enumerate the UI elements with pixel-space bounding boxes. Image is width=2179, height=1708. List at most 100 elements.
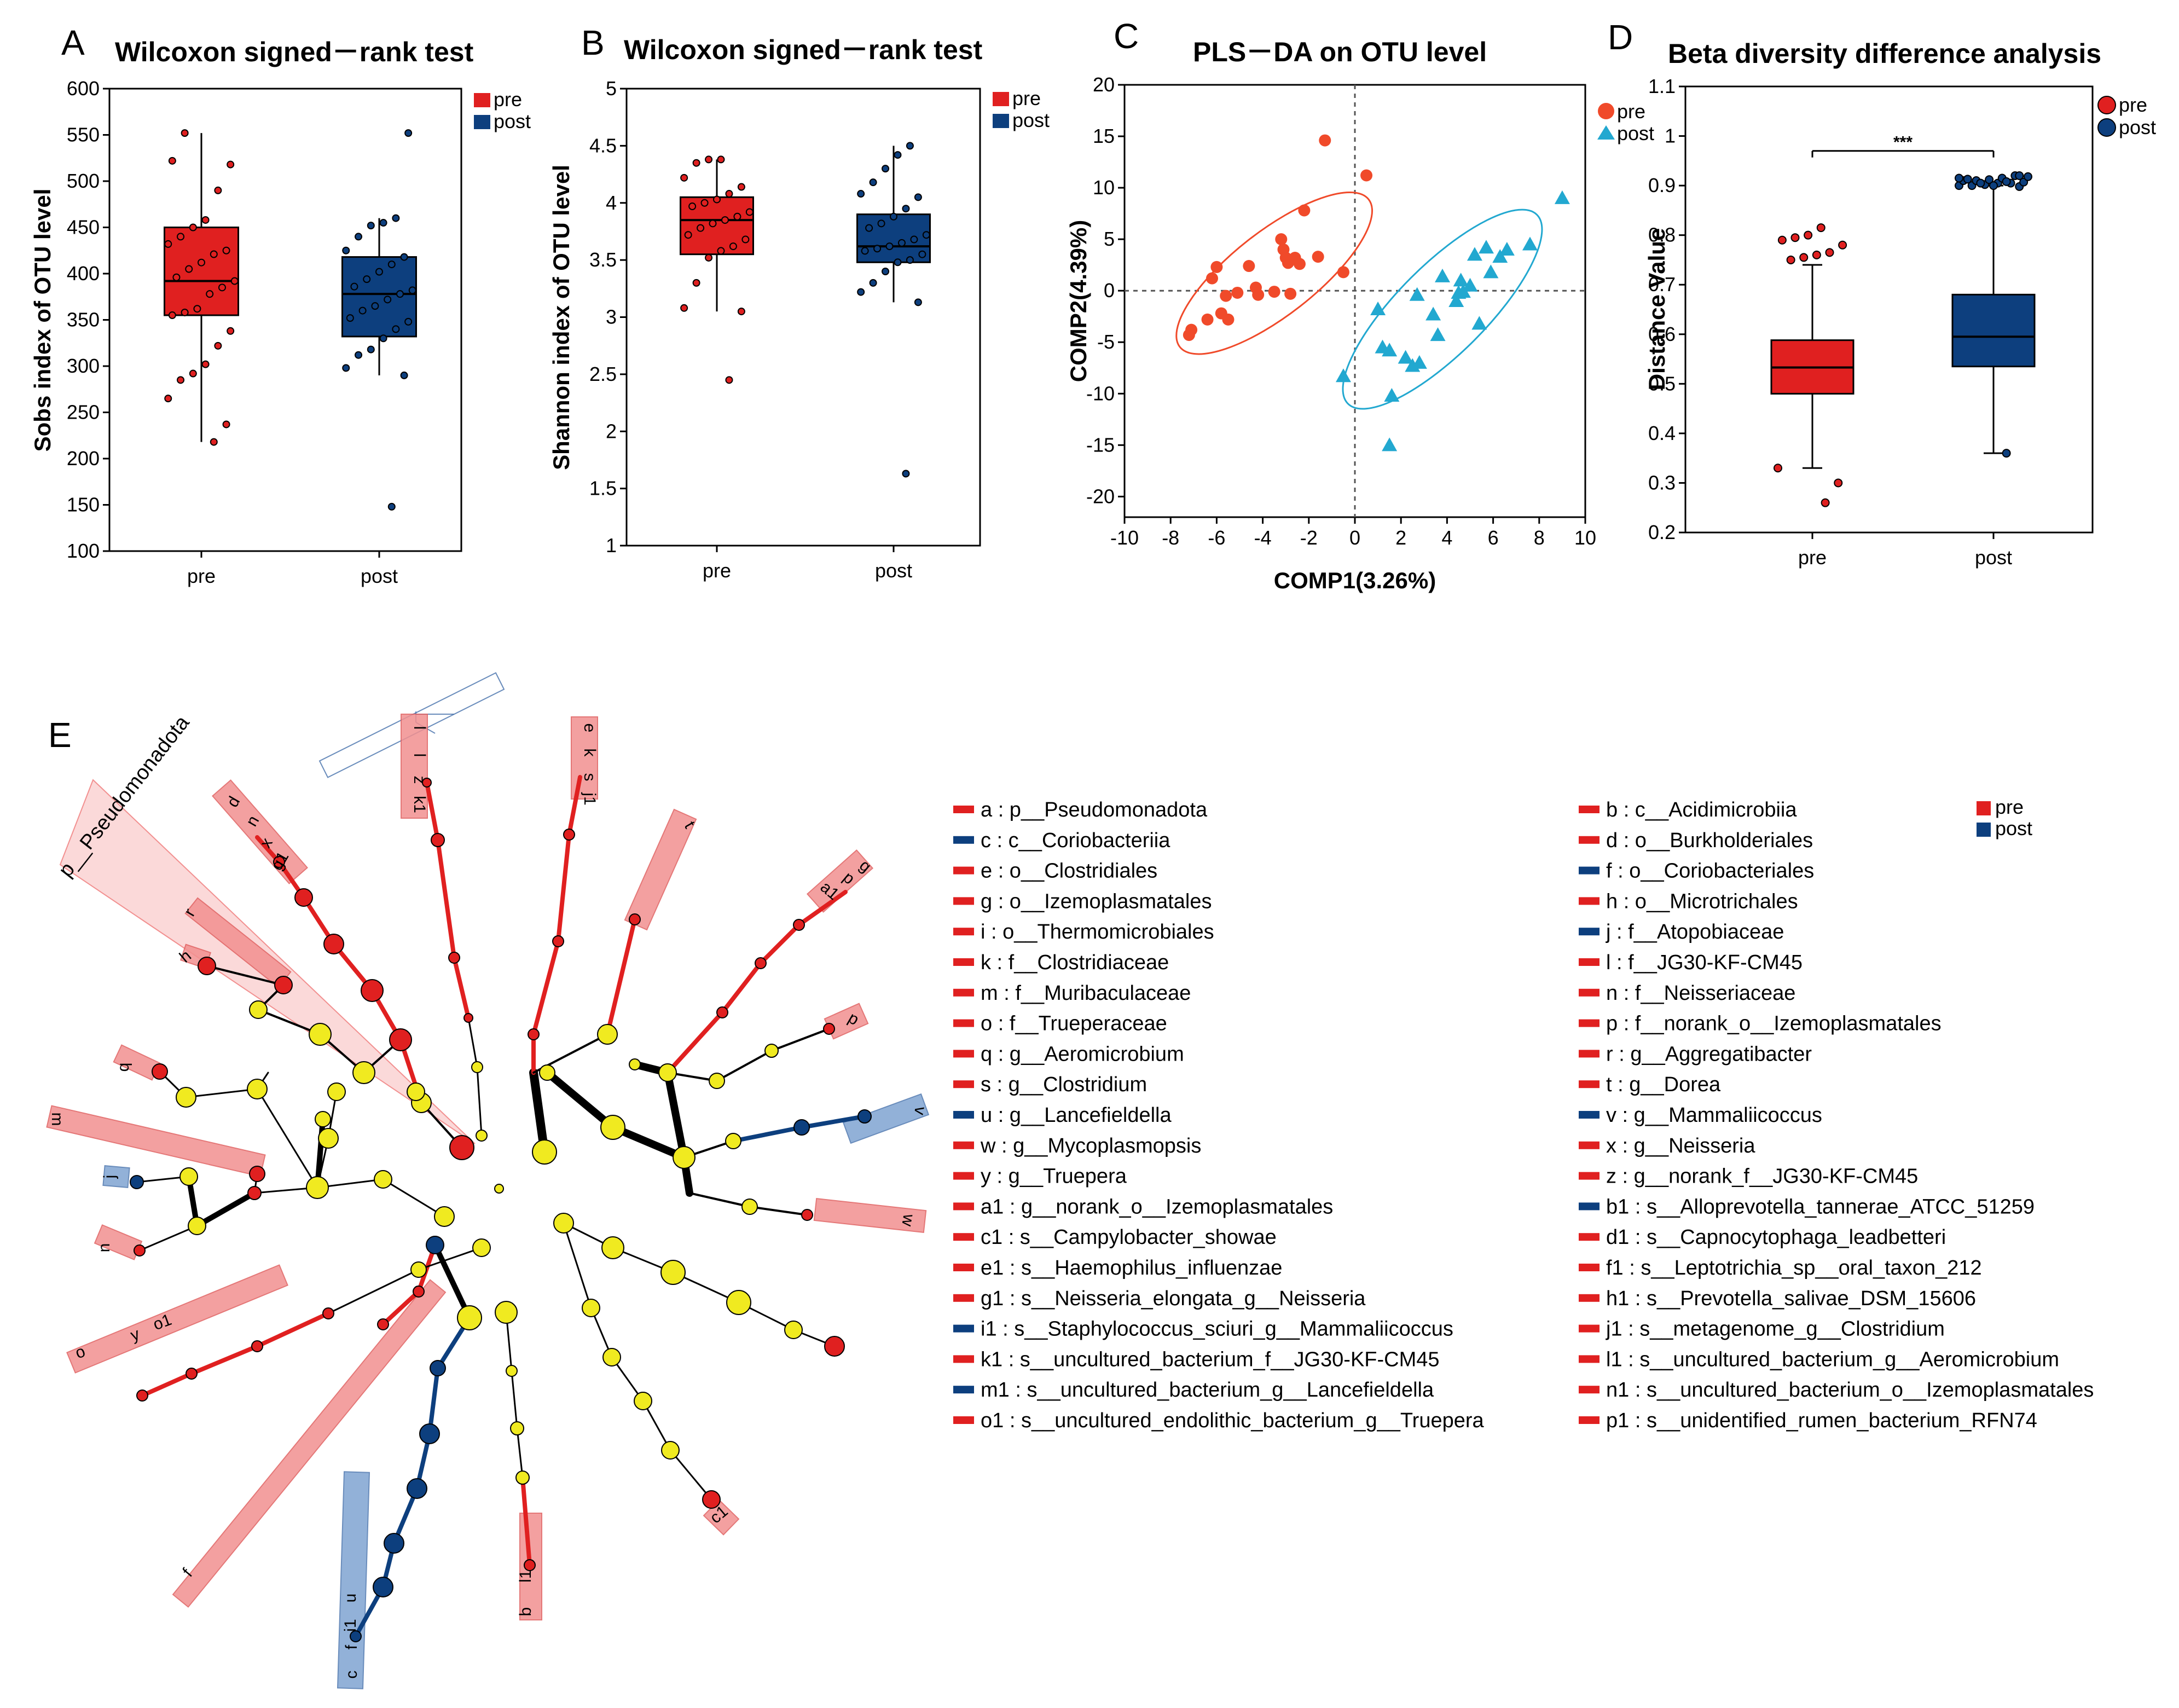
data-point — [1804, 230, 1813, 240]
taxon-node — [661, 1441, 680, 1460]
clade-letter: l — [410, 726, 428, 730]
y-tick-label: 3 — [606, 306, 617, 328]
taxon-node — [407, 1082, 425, 1101]
taxon-node — [476, 1130, 488, 1142]
data-point — [737, 183, 745, 191]
scatter-point-pre — [1275, 233, 1288, 246]
scatter-point-post — [1483, 264, 1499, 279]
legend-e-entry-g1: g1 : s__Neisseria_elongata_g__Neisseria — [981, 1287, 1366, 1310]
x-tick-label: post — [1975, 546, 2012, 569]
y-tick-label: 0.4 — [1648, 422, 1676, 444]
data-point — [1777, 235, 1787, 245]
taxon-node — [741, 1199, 758, 1215]
legend-e-entry-w: w : g__Mycoplasmopsis — [980, 1134, 1201, 1157]
y-tick-label: 10 — [1093, 176, 1115, 199]
x-tick-label: -2 — [1300, 526, 1318, 549]
x-tick-label: 10 — [1574, 526, 1596, 549]
y-tick-label: 150 — [67, 494, 100, 516]
taxon-node — [352, 1061, 375, 1084]
legend-e-swatch-o — [953, 1019, 974, 1027]
clade-branch — [520, 1475, 532, 1567]
taxon-node — [361, 979, 384, 1002]
data-point — [918, 250, 926, 258]
y-tick-label: 0.8 — [1648, 224, 1676, 246]
legend-e-entry-c: c : c__Coriobacteriia — [981, 829, 1170, 852]
legend-e-entry-o: o : f__Trueperaceae — [981, 1012, 1167, 1035]
data-point — [375, 268, 383, 276]
data-point — [168, 311, 176, 320]
data-point — [869, 178, 877, 187]
legend-marker-pre — [2097, 96, 2116, 114]
legend-e-swatch-s — [953, 1080, 974, 1089]
taxon-node — [448, 952, 460, 964]
data-point — [172, 273, 181, 281]
data-point — [857, 190, 865, 198]
scatter-point-pre — [1319, 134, 1331, 147]
data-point — [355, 233, 363, 241]
data-point — [193, 305, 201, 313]
data-point — [890, 212, 897, 221]
data-point — [1799, 253, 1809, 262]
panel-d-boxplot: Distance Value pre post 0.2 0.3 0.4 0.5 0.6 0… — [1644, 75, 2156, 569]
taxon-node — [389, 1028, 412, 1051]
legend-e-entry-l1: l1 : s__uncultured_bacterium_g__Aeromicr… — [1606, 1348, 2059, 1371]
clade-branch — [609, 1124, 688, 1161]
clade-branch — [206, 965, 285, 986]
clade-branch — [563, 1222, 592, 1309]
scatter-point-pre — [1210, 260, 1223, 273]
legend-e-swatch-l1 — [1579, 1355, 1600, 1363]
taxon-node — [725, 1133, 741, 1149]
taxon-node — [801, 1209, 813, 1221]
legend-marker-post — [2097, 118, 2116, 137]
panel-b-boxplot: Shannon index of OTU level pre post 1 1.5… — [548, 77, 1050, 582]
taxon-node — [322, 1307, 334, 1319]
y-tick-label: 1.5 — [589, 477, 617, 500]
data-point — [873, 245, 882, 253]
legend-e-swatch-q — [953, 1050, 974, 1058]
y-tick-label: 3.5 — [589, 248, 617, 271]
taxon-node — [249, 1000, 268, 1019]
clade-branch — [797, 890, 848, 927]
taxon-node — [350, 1630, 362, 1642]
legend-e-entry-j1: j1 : s__metagenome_g__Clostridium — [1606, 1318, 1945, 1341]
legend-e-entry-k1: k1 : s__uncultured_bacterium_f__JG30-KF-… — [981, 1348, 1440, 1371]
taxon-node — [457, 1305, 482, 1330]
x-tick-label: post — [875, 559, 912, 582]
scatter-point-post — [1398, 350, 1413, 364]
legend-e-label-pre: pre — [1995, 796, 2024, 818]
y-tick-label: 300 — [67, 355, 100, 377]
y-tick-label: 500 — [67, 170, 100, 192]
data-point — [1821, 498, 1830, 507]
data-point — [733, 212, 741, 221]
y-tick-label: 100 — [67, 540, 100, 562]
data-point — [721, 216, 729, 224]
y-tick-label: 450 — [67, 216, 100, 239]
data-point — [2002, 449, 2011, 458]
panel-a-title: Wilcoxon signed－rank test — [115, 37, 474, 67]
data-point — [680, 304, 688, 312]
y-tick-label: 0.9 — [1648, 174, 1676, 196]
clade-highlight-d — [212, 779, 308, 884]
taxon-node — [152, 1063, 168, 1080]
panel-a-boxplot: Sobs index of OTU level pre post 100 150 2… — [30, 77, 531, 587]
data-point — [181, 308, 189, 316]
data-point — [882, 165, 890, 173]
panel-label-b: B — [581, 23, 605, 62]
data-point — [680, 173, 688, 182]
data-point — [379, 334, 387, 343]
clade-branch — [185, 1088, 258, 1098]
taxon-node — [764, 1044, 779, 1058]
legend: pre post — [474, 88, 531, 132]
legend-e-entry-u: u : g__Lancefieldella — [981, 1104, 1172, 1127]
data-point — [367, 345, 375, 354]
clade-branch — [425, 780, 440, 842]
legend-e-swatch-h1 — [1579, 1294, 1600, 1302]
legend-e-swatch-l — [1579, 958, 1600, 966]
legend-e-entry-f: f : o__Coriobacteriales — [1606, 860, 1814, 883]
clade-branch — [255, 1311, 331, 1348]
scatter-point-post — [1384, 388, 1400, 402]
scatter-point-pre — [1243, 260, 1255, 273]
clade-branch — [436, 838, 456, 960]
taxon-node — [634, 1392, 652, 1410]
